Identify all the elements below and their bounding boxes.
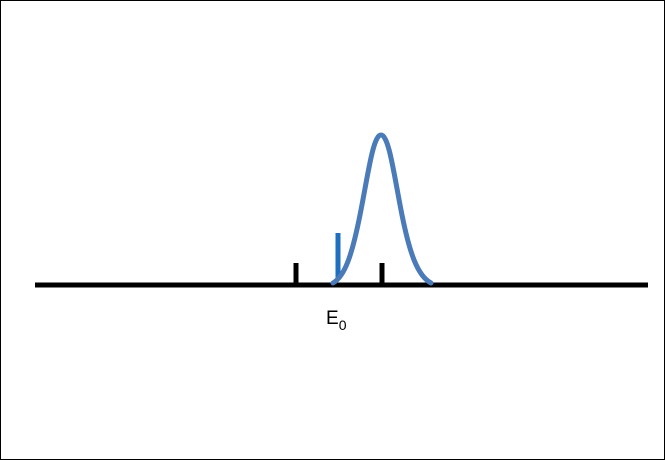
e0-label-base: E bbox=[326, 308, 339, 329]
e0-label-subscript: 0 bbox=[338, 317, 347, 333]
e0-label: E0 bbox=[326, 308, 346, 332]
gaussian-peak-curve bbox=[330, 132, 434, 286]
